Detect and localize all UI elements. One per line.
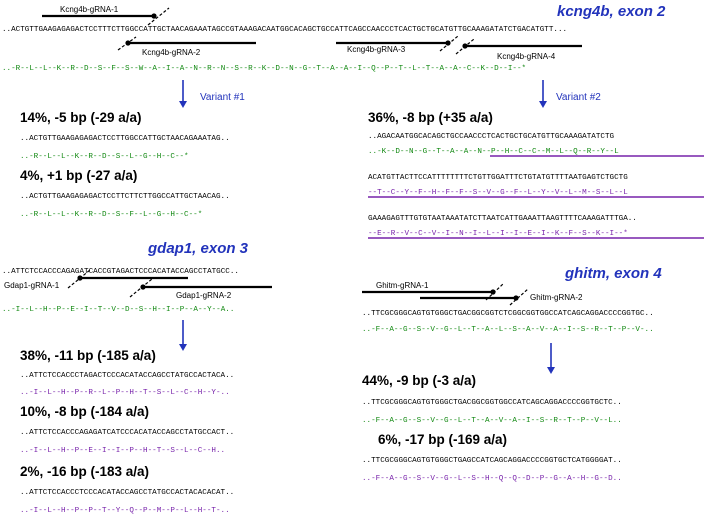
kcng4b-grna4-label: Kcng4b-gRNA-4 <box>497 52 556 61</box>
gdap1-grna2-label: Gdap1-gRNA-2 <box>176 291 232 300</box>
kcng4b-v1a-head: 14%, -5 bp (-29 a/a) <box>20 110 142 125</box>
kcng4b-variant2-label: Variant #2 <box>556 92 601 103</box>
ghitm-v2-head: 6%, -17 bp (-169 a/a) <box>378 432 507 447</box>
kcng4b-variant1-label: Variant #1 <box>200 92 245 103</box>
ghitm-v2-seq: ..TTCGCGGGCAGTGTGGGCTGAGCCATCAGCAGGACCCC… <box>362 457 622 465</box>
kcng4b-title: kcng4b, exon 2 <box>557 3 666 20</box>
kcng4b-v2-seq1: ..AGACAATGGCACAGCTGCCAACCCTCACTGCTGCATGT… <box>368 133 615 141</box>
kcng4b-v1b-seq: ..ACTGTTGAAGAGAGACTCCTTCTTCTTGGCCATTGCTA… <box>20 193 230 201</box>
ghitm-v1-seq: ..TTCGCGGGCAGTGTGGGCTGACGGCGGTGGCCATCAGC… <box>362 399 622 407</box>
kcng4b-v2-seq3: GAAAGAGTTTGTGTAATAAATATCTTAATCATTGAAATTA… <box>368 215 637 223</box>
kcng4b-wt-aa: ..-R--L--L--K--R--D--S--F--S--W--A--I--A… <box>2 65 526 73</box>
ghitm-grna1-cutsite <box>490 289 496 295</box>
kcng4b-v2-head: 36%, -8 bp (+35 a/a) <box>368 110 493 125</box>
gdap1-v2-head: 10%, -8 bp (-184 a/a) <box>20 404 149 419</box>
kcng4b-grna3-label: Kcng4b-gRNA-3 <box>347 45 406 54</box>
gdap1-v3-head: 2%, -16 bp (-183 a/a) <box>20 464 149 479</box>
kcng4b-grna2-cutsite <box>125 40 131 46</box>
kcng4b-grna1-cut <box>147 7 170 26</box>
gdap1-grna1-label: Gdap1-gRNA-1 <box>4 281 60 290</box>
kcng4b-variant1-arrowhead <box>179 101 187 108</box>
kcng4b-v2-seq2: ACATGTTACTTCCATTTTTTTTCTGTTGGATTTCTGTATG… <box>368 174 628 182</box>
ghitm-grna2-label: Ghitm-gRNA-2 <box>530 293 583 302</box>
kcng4b-grna1-label: Kcng4b-gRNA-1 <box>60 5 119 14</box>
gdap1-v3-seq: ..ATTCTCCACCCTCCCACATACCAGCCTATGCCACTACA… <box>20 489 234 497</box>
gdap1-v2-seq: ..ATTCTCCACCCAGAGATCATCCCACATACCAGCCTATG… <box>20 429 234 437</box>
gdap1-arrowhead <box>179 344 187 351</box>
gdap1-v1-head: 38%, -11 bp (-185 a/a) <box>20 348 156 363</box>
gdap1-v3-aa: ..-I--L--H--P--P--T--Y--Q--P--M--P--L--H… <box>20 507 230 515</box>
kcng4b-v1b-head: 4%, +1 bp (-27 a/a) <box>20 168 137 183</box>
kcng4b-wt-seq: ..ACTGTTGAAGAGAGACTCCTTTCTTGGCCATTGCTAAC… <box>2 26 567 34</box>
ghitm-v2-aa: ..-F--A--G--S--V--G--L--S--H--Q--Q--D--P… <box>362 475 622 483</box>
gdap1-v1-seq: ..ATTCTCCACCCTAGACTCCCACATACCAGCCTATGCCA… <box>20 372 234 380</box>
ghitm-title: ghitm, exon 4 <box>564 265 662 282</box>
ghitm-wt-aa: ..-F--A--G--S--V--G--L--T--A--L--S--A--V… <box>362 326 654 334</box>
ghitm-v1-aa: ..-F--A--G--S--V--G--L--T--A--V--A--I--S… <box>362 417 622 425</box>
ghitm-v1-head: 44%, -9 bp (-3 a/a) <box>362 373 476 388</box>
kcng4b-v2-aa2: --T--C--Y--F--H--F--F--S--V--G--F--L--Y-… <box>368 189 628 197</box>
ghitm-arrowhead <box>547 367 555 374</box>
gdap1-wt-seq: ..ATTCTCCACCCAGAGATCACCGTAGACTCCCACATACC… <box>2 268 239 276</box>
kcng4b-grna1-cutsite <box>151 13 157 19</box>
gdap1-grna1-cutsite <box>77 275 83 281</box>
gdap1-title: gdap1, exon 3 <box>147 240 249 257</box>
kcng4b-v2-aa1: ..-K--D--N--G--T--A--A--N--P--H--C--C--M… <box>368 148 619 156</box>
kcng4b-grna4-cutsite <box>462 43 468 49</box>
kcng4b-v1a-aa: ..-R--L--L--K--R--D--S--L--G--H--C--* <box>20 153 189 161</box>
kcng4b-v1a-seq: ..ACTGTTGAAGAGAGACTCCTTGGCCATTGCTAACAGAA… <box>20 135 230 143</box>
gdap1-wt-aa: ..-I--L--H--P--E--I--T--V--D--S--H--I--P… <box>2 306 234 314</box>
gdap1-grna2-cutsite <box>140 284 146 290</box>
kcng4b-grna3-cutsite <box>445 40 451 46</box>
kcng4b-v2-aa3: --E--R--V--C--V--I--N--I--L--I--I--E--I-… <box>368 230 628 238</box>
gdap1-v2-aa: ..-I--L--H--P--E--I--I--P--H--T--S--L--C… <box>20 447 225 455</box>
ghitm-grna1-label: Ghitm-gRNA-1 <box>376 281 429 290</box>
gdap1-v1-aa: ..-I--L--H--P--R--L--P--H--T--S--L--C--H… <box>20 389 230 397</box>
kcng4b-v1b-aa: ..-R--L--L--K--R--D--S--F--L--G--H--C--* <box>20 211 202 219</box>
ghitm-grna2-cut <box>509 288 529 306</box>
ghitm-grna2-cutsite <box>513 295 519 301</box>
kcng4b-grna2-label: Kcng4b-gRNA-2 <box>142 48 201 57</box>
kcng4b-variant2-arrowhead <box>539 101 547 108</box>
ghitm-wt-seq: ..TTCGCGGGCAGTGTGGGCTGACGGCGGTCTCGGCGGTG… <box>362 310 654 318</box>
